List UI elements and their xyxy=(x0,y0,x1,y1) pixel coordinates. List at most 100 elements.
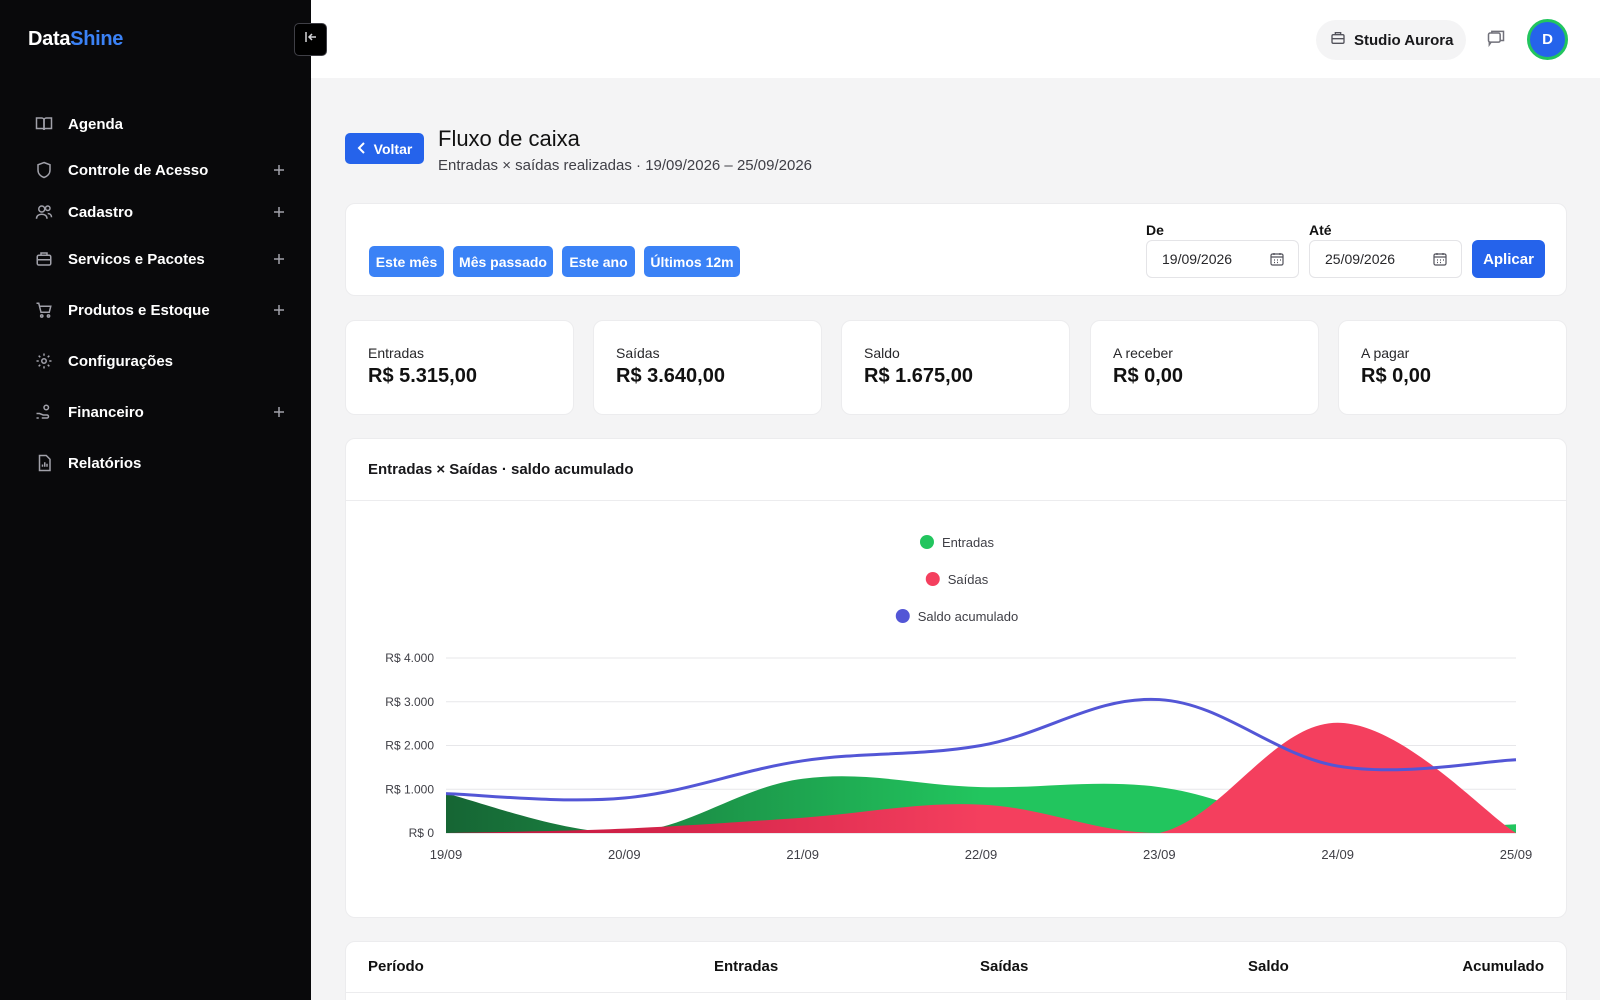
back-label: Voltar xyxy=(373,140,413,157)
table-header-entradas: Entradas xyxy=(714,958,779,975)
chip-este-mes[interactable]: Este mês xyxy=(369,246,444,277)
stat-card-saldo: Saldo R$ 1.675,00 xyxy=(841,320,1070,415)
sidebar-item-controle-de-acesso[interactable]: Controle de Acesso xyxy=(34,156,286,184)
sidebar-item-label: Cadastro xyxy=(68,203,134,221)
x-tick-label: 22/09 xyxy=(965,847,998,862)
stat-card-a-pagar: A pagar R$ 0,00 xyxy=(1338,320,1567,415)
legend-marker xyxy=(925,572,940,586)
stat-label: A receber xyxy=(1113,345,1173,361)
stat-value: R$ 0,00 xyxy=(1113,365,1184,387)
x-tick-label: 19/09 xyxy=(430,847,463,862)
divider xyxy=(346,992,1566,993)
sidebar-item-label: Agenda xyxy=(68,115,124,133)
legend-marker xyxy=(919,535,934,549)
stat-value: R$ 1.675,00 xyxy=(864,365,973,387)
logo[interactable]: DataShine xyxy=(28,28,123,51)
y-tick-label: R$ 0 xyxy=(409,826,435,840)
y-tick-label: R$ 2.000 xyxy=(385,739,434,753)
book-open-icon xyxy=(34,114,54,134)
stat-card-saidas: Saídas R$ 3.640,00 xyxy=(593,320,822,415)
stat-card-a-receber: A receber R$ 0,00 xyxy=(1090,320,1319,415)
sidebar: DataShine Agenda Controle de Acesso Cada… xyxy=(0,0,311,1000)
calendar-icon[interactable] xyxy=(1270,252,1284,269)
sidebar-item-label: Financeiro xyxy=(68,403,144,421)
stat-value: R$ 3.640,00 xyxy=(616,365,725,387)
line-saldo-acumulado xyxy=(445,697,1517,802)
x-tick-label: 20/09 xyxy=(608,847,641,862)
plus-icon[interactable] xyxy=(272,303,286,317)
chat-icon xyxy=(1486,28,1506,53)
from-date-value: 19/09/2026 xyxy=(1162,251,1233,267)
table-header-saidas: Saídas xyxy=(980,958,1029,975)
briefcase-icon xyxy=(1330,30,1346,51)
sidebar-item-label: Configurações xyxy=(68,352,174,370)
chevron-left-icon xyxy=(357,141,367,157)
sidebar-item-cadastro[interactable]: Cadastro xyxy=(34,198,286,226)
stat-label: A pagar xyxy=(1361,345,1410,361)
stat-card-entradas: Entradas R$ 5.315,00 xyxy=(345,320,574,415)
sidebar-item-financeiro[interactable]: Financeiro xyxy=(34,398,286,426)
chart: R$ 0 R$ 1.000 R$ 2.000 R$ 3.000 R$ 4.000 19/0… xyxy=(385,535,1533,862)
legend-label: Saídas xyxy=(948,572,989,587)
plus-icon[interactable] xyxy=(272,252,286,266)
sidebar-item-produtos-e-estoque[interactable]: Produtos e Estoque xyxy=(34,296,286,324)
collapse-icon xyxy=(304,30,318,49)
studio-selector[interactable]: Studio Aurora xyxy=(1316,20,1466,60)
stat-value: R$ 0,00 xyxy=(1361,365,1432,387)
plus-icon[interactable] xyxy=(272,163,286,177)
chip-ultimos-12m[interactable]: Últimos 12m xyxy=(644,246,740,277)
sidebar-item-label: Controle de Acesso xyxy=(68,161,209,179)
logo-text-data: Data xyxy=(28,28,71,50)
sidebar-item-label: Servicos e Pacotes xyxy=(68,250,205,268)
chart-title: Entradas × Saídas · saldo acumulado xyxy=(368,461,634,478)
messages-button[interactable] xyxy=(1484,28,1508,52)
chart-card: Entradas × Saídas · saldo acumulado R$ 0… xyxy=(345,438,1567,918)
sidebar-item-agenda[interactable]: Agenda xyxy=(34,110,286,138)
y-tick-label: R$ 1.000 xyxy=(385,782,434,796)
x-tick-label: 25/09 xyxy=(1500,847,1533,862)
cashflow-table: Período Entradas Saídas Saldo Acumulado xyxy=(345,941,1567,1000)
y-tick-label: R$ 3.000 xyxy=(385,695,434,709)
table-header-acumulado: Acumulado xyxy=(1462,958,1544,975)
cart-icon xyxy=(34,300,54,320)
avatar[interactable]: D xyxy=(1527,19,1568,60)
area-sa-das xyxy=(446,722,1516,833)
logo-text-shine: Shine xyxy=(70,28,124,50)
sidebar-item-label: Relatórios xyxy=(68,454,142,472)
chip-este-ano[interactable]: Este ano xyxy=(562,246,635,277)
stat-value: R$ 5.315,00 xyxy=(368,365,477,387)
sidebar-item-label: Produtos e Estoque xyxy=(68,301,210,319)
chart-header: Entradas × Saídas · saldo acumulado xyxy=(346,439,1566,501)
apply-button[interactable]: Aplicar xyxy=(1472,240,1545,278)
stat-label: Entradas xyxy=(368,345,425,361)
to-label: Até xyxy=(1309,222,1332,238)
to-date-input[interactable]: 25/09/2026 xyxy=(1309,240,1462,278)
from-label: De xyxy=(1146,222,1164,238)
chip-mes-passado[interactable]: Mês passado xyxy=(453,246,553,277)
from-date-input[interactable]: 19/09/2026 xyxy=(1146,240,1299,278)
sidebar-item-servicos-e-pacotes[interactable]: Servicos e Pacotes xyxy=(34,245,286,273)
collapse-sidebar-button[interactable] xyxy=(294,23,327,56)
report-icon xyxy=(34,453,54,473)
to-date-value: 25/09/2026 xyxy=(1325,251,1396,267)
page-title: Fluxo de caixa xyxy=(438,126,580,151)
hand-coins-icon xyxy=(34,402,54,422)
studio-name: Studio Aurora xyxy=(1354,31,1454,49)
plus-icon[interactable] xyxy=(272,205,286,219)
gear-icon xyxy=(34,351,54,371)
briefcase-icon xyxy=(34,249,54,269)
table-header-periodo: Período xyxy=(368,958,424,975)
y-tick-label: R$ 4.000 xyxy=(385,651,434,665)
x-tick-label: 21/09 xyxy=(786,847,819,862)
sidebar-item-configuracoes[interactable]: Configurações xyxy=(34,347,286,375)
legend-label: Saldo acumulado xyxy=(918,609,1018,624)
stat-label: Saldo xyxy=(864,345,900,361)
plus-icon[interactable] xyxy=(272,405,286,419)
calendar-icon[interactable] xyxy=(1433,252,1447,269)
legend-label: Entradas xyxy=(942,535,995,550)
page-subtitle: Entradas × saídas realizadas · 19/09/202… xyxy=(438,157,813,174)
stat-label: Saídas xyxy=(616,345,660,361)
sidebar-item-relatorios[interactable]: Relatórios xyxy=(34,449,286,477)
filter-card: Este mês Mês passado Este ano Últimos 12… xyxy=(345,203,1567,296)
back-button[interactable]: Voltar xyxy=(345,133,424,164)
